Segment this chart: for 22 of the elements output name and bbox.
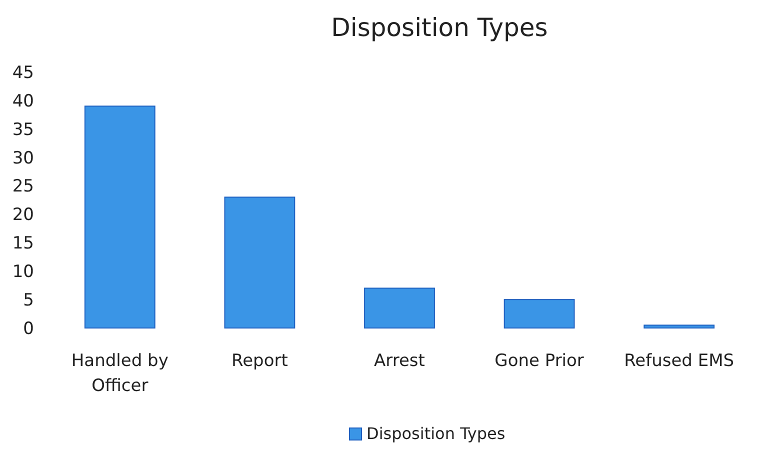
y-tick-label: 30 [12, 148, 34, 168]
bar [364, 288, 435, 328]
x-tick-label: Report [232, 351, 288, 371]
y-tick-label: 0 [23, 318, 34, 339]
y-tick-label: 15 [12, 234, 34, 254]
y-tick-label: 10 [12, 262, 34, 282]
x-tick-label: Refused EMS [624, 351, 734, 371]
bar [84, 106, 156, 328]
y-tick-label: 45 [12, 62, 34, 83]
y-tick-label: 20 [12, 205, 34, 226]
legend-label: Disposition Types [366, 424, 506, 443]
bar [224, 196, 296, 328]
y-tick-label: 35 [12, 120, 34, 140]
x-tick-label: Arrest [374, 351, 426, 371]
bar [644, 324, 715, 328]
bar [504, 299, 575, 328]
y-tick-label: 5 [23, 290, 34, 311]
y-tick-label: 25 [12, 176, 34, 197]
x-tick-label: Handled by Officer [71, 351, 168, 396]
y-tick-label: 40 [12, 91, 34, 112]
chart-title: Disposition Types [331, 13, 548, 42]
x-tick-label: Gone Prior [494, 351, 584, 371]
